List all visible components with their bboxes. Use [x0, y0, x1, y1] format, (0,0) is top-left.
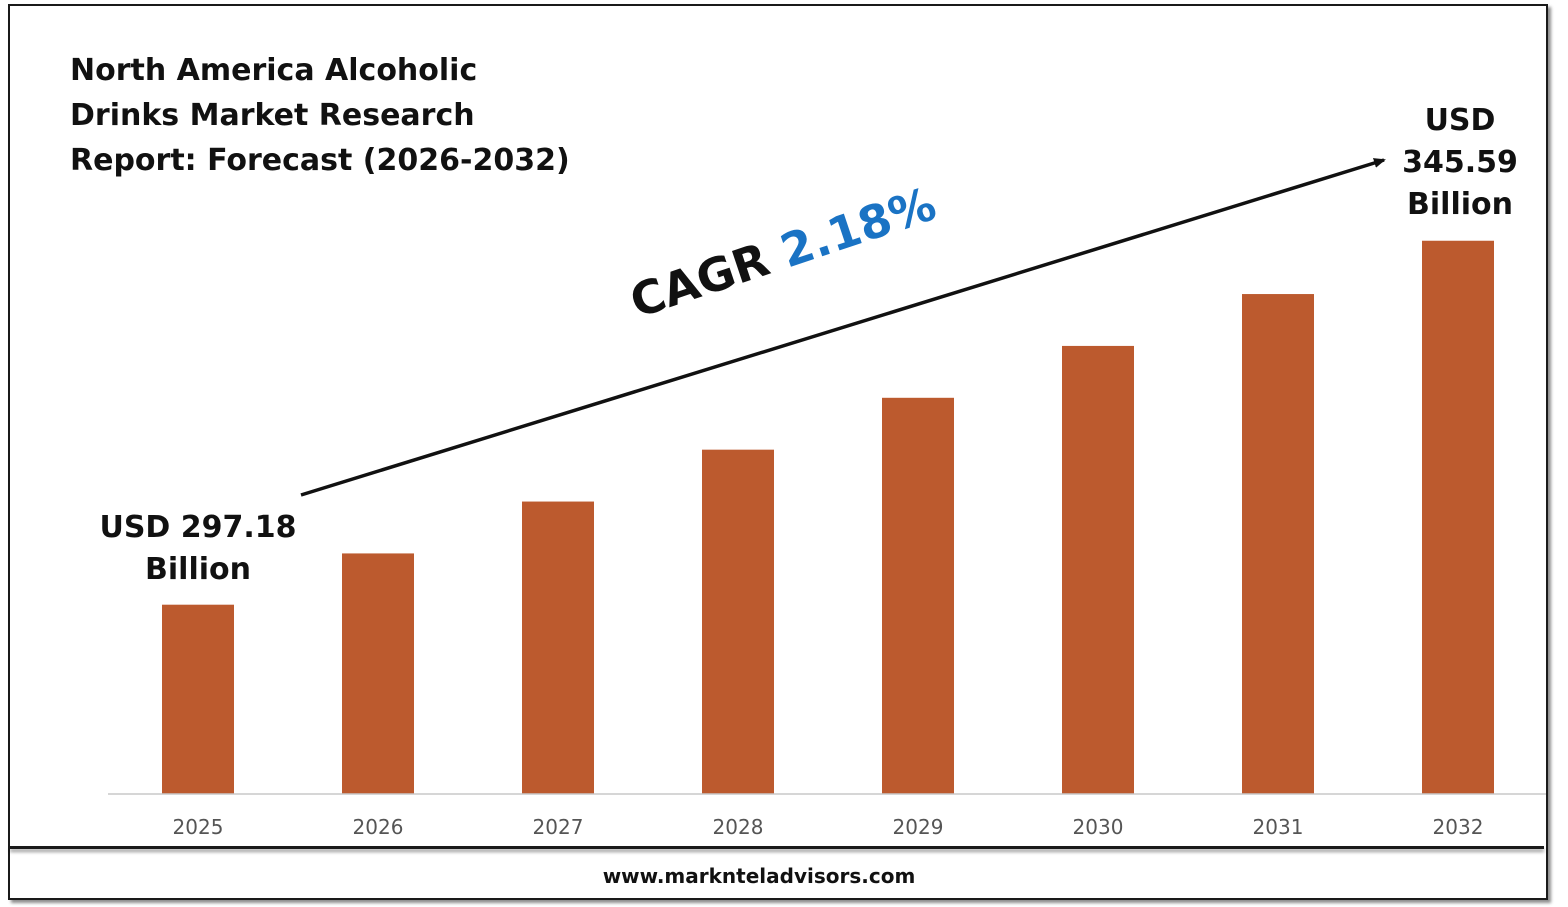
- x-tick-label-2031: 2031: [1253, 815, 1304, 839]
- x-tick-label-2029: 2029: [893, 815, 944, 839]
- bar-2029: [882, 397, 954, 794]
- bar-2027: [522, 501, 594, 794]
- bar-2025: [162, 604, 234, 794]
- growth-trend-arrow: [300, 158, 1386, 497]
- chart-title: North America Alcoholic Drinks Market Re…: [70, 53, 570, 178]
- start-value-label: USD 297.18 Billion: [99, 510, 297, 587]
- x-tick-label-2032: 2032: [1433, 815, 1484, 839]
- bar-2028: [702, 449, 774, 794]
- bar-2032: [1422, 240, 1494, 794]
- end-value-label: USD 345.59 Billion: [1402, 103, 1518, 222]
- footer-url: www.marknteladvisors.com: [602, 864, 916, 888]
- footer-divider: [10, 846, 1544, 849]
- bar-2026: [342, 553, 414, 794]
- bar-2031: [1242, 294, 1314, 794]
- x-tick-labels: 2025 2026 2027 2028 2029 2030 2031 2032: [173, 815, 1484, 839]
- x-tick-label-2026: 2026: [353, 815, 404, 839]
- x-tick-label-2030: 2030: [1073, 815, 1124, 839]
- bars-group: [162, 240, 1494, 794]
- x-tick-label-2028: 2028: [713, 815, 764, 839]
- x-tick-label-2027: 2027: [533, 815, 584, 839]
- bar-2030: [1062, 345, 1134, 794]
- x-tick-label-2025: 2025: [173, 815, 224, 839]
